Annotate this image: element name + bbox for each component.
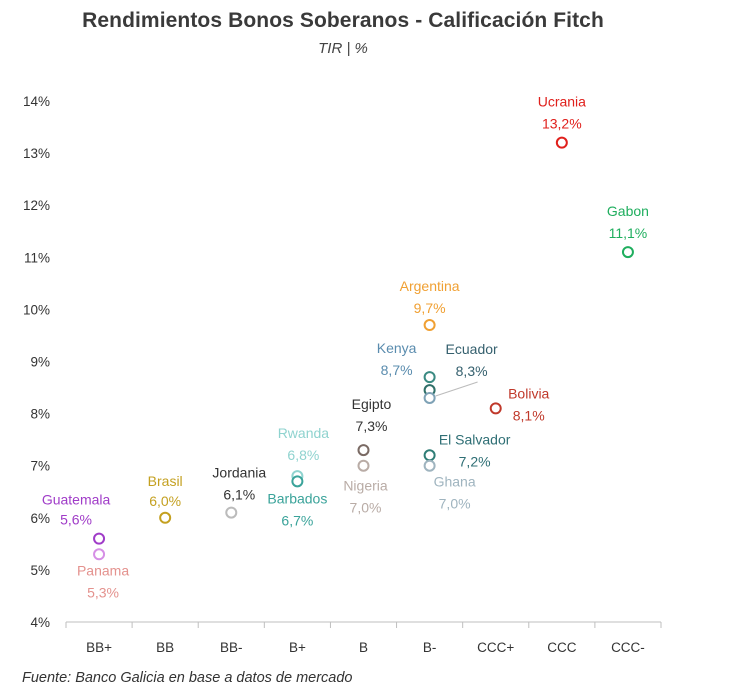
scatter-point-egipto <box>357 444 370 457</box>
point-name-panama: Panama <box>77 562 129 578</box>
scatter-point-guatemala <box>93 532 106 545</box>
y-tick-label: 7% <box>30 459 50 474</box>
scatter-point-ucrania <box>555 136 568 149</box>
point-name-kenya: Kenya <box>377 340 417 356</box>
point-name-ecuador: Ecuador <box>446 341 498 357</box>
x-tick-label-ccc: CCC+ <box>477 640 514 655</box>
source-note: Fuente: Banco Galicia en base a datos de… <box>22 670 353 686</box>
y-tick-label: 13% <box>23 146 50 161</box>
point-name-ucrania: Ucrania <box>538 94 586 110</box>
x-tick-label-bb: BB+ <box>86 640 112 655</box>
x-tick-label-b: B+ <box>289 640 306 655</box>
point-value-nigeria: 7,0% <box>350 500 382 516</box>
y-tick-label: 9% <box>30 355 50 370</box>
chart-title: Rendimientos Bonos Soberanos - Calificac… <box>82 9 604 32</box>
x-tick-label-bb: BB- <box>220 640 243 655</box>
y-tick-label: 12% <box>23 198 50 213</box>
scatter-point-argentina <box>423 319 436 332</box>
point-name-brasil: Brasil <box>148 473 183 489</box>
point-value-brasil: 6,0% <box>149 493 181 509</box>
x-tick-label-b: B- <box>423 640 437 655</box>
point-value-ucrania: 13,2% <box>542 116 582 132</box>
point-name-bolivia: Bolivia <box>508 385 549 401</box>
point-value-kenya: 8,7% <box>381 362 413 378</box>
point-name-el-salvador: El Salvador <box>439 431 511 447</box>
ecuador-leader-line <box>435 381 478 397</box>
scatter-point-panama <box>93 548 106 561</box>
point-name-egipto: Egipto <box>352 396 392 412</box>
point-value-bolivia: 8,1% <box>513 407 545 423</box>
scatter-point-ecuador <box>423 391 436 404</box>
point-value-rwanda: 6,8% <box>287 447 319 463</box>
point-name-ghana: Ghana <box>434 474 476 490</box>
point-value-argentina: 9,7% <box>414 300 446 316</box>
point-name-argentina: Argentina <box>400 278 460 294</box>
scatter-point-jordania <box>225 506 238 519</box>
point-value-barbados: 6,7% <box>281 512 313 528</box>
y-tick-label: 5% <box>30 563 50 578</box>
y-tick-label: 8% <box>30 407 50 422</box>
point-name-jordania: Jordania <box>212 465 266 481</box>
x-tick-label-bb: BB <box>156 640 174 655</box>
scatter-point-gabon <box>621 246 634 259</box>
x-tick-label-b: B <box>359 640 368 655</box>
point-value-egipto: 7,3% <box>356 418 388 434</box>
y-tick-label: 4% <box>30 615 50 630</box>
scatter-point-bolivia <box>489 402 502 415</box>
point-value-panama: 5,3% <box>87 584 119 600</box>
point-value-guatemala: 5,6% <box>60 512 92 528</box>
point-name-nigeria: Nigeria <box>343 478 388 494</box>
point-value-jordania: 6,1% <box>223 487 255 503</box>
point-name-barbados: Barbados <box>267 490 327 506</box>
scatter-point-ghana <box>423 459 436 472</box>
scatter-point-kenya <box>423 371 436 384</box>
x-tick-label-ccc: CCC- <box>611 640 645 655</box>
point-name-guatemala: Guatemala <box>42 492 111 508</box>
y-tick-label: 11% <box>24 250 50 265</box>
chart-subtitle: TIR | % <box>318 40 368 57</box>
point-value-el-salvador: 7,2% <box>459 453 491 469</box>
scatter-point-brasil <box>159 511 172 524</box>
point-name-gabon: Gabon <box>607 203 649 219</box>
point-value-gabon: 11,1% <box>609 225 648 241</box>
y-tick-label: 10% <box>23 302 50 317</box>
point-value-ghana: 7,0% <box>439 496 471 512</box>
point-name-rwanda: Rwanda <box>278 425 330 441</box>
scatter-point-nigeria <box>357 459 370 472</box>
y-tick-label: 6% <box>30 511 50 526</box>
scatter-point-el-salvador <box>423 449 436 462</box>
x-tick-label-ccc: CCC <box>547 640 576 655</box>
y-tick-label: 14% <box>23 94 50 109</box>
point-value-ecuador: 8,3% <box>456 363 488 379</box>
scatter-point-barbados <box>291 475 304 488</box>
